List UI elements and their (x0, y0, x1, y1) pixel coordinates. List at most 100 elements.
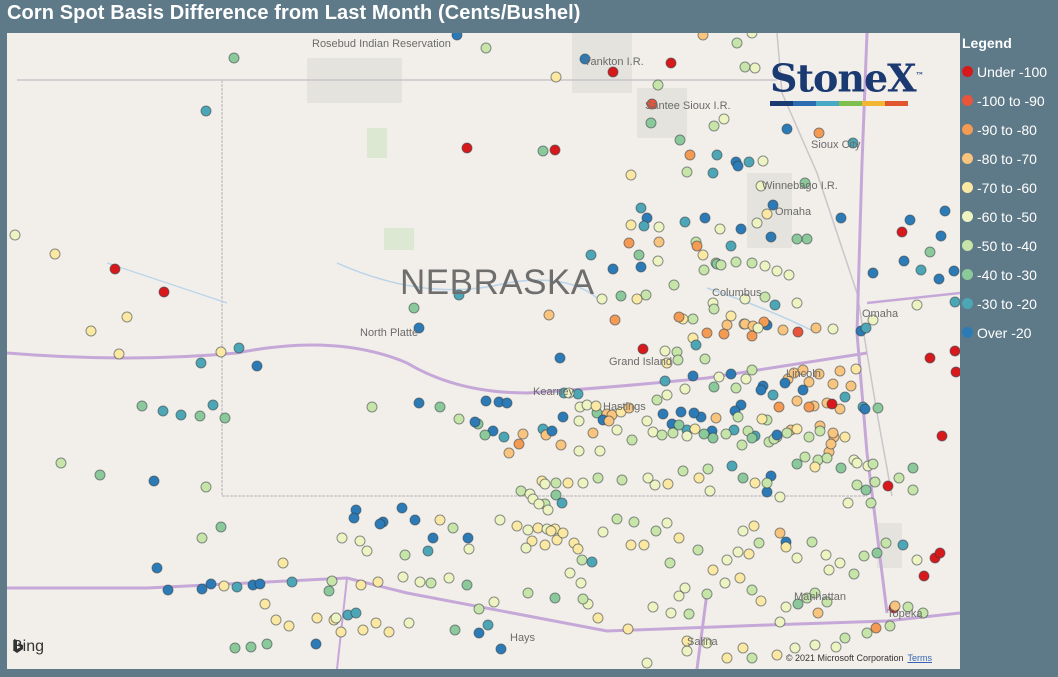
location-marker[interactable] (196, 583, 208, 595)
location-marker[interactable] (550, 71, 562, 83)
location-marker[interactable] (113, 348, 125, 360)
legend-item[interactable]: Over -20 (962, 318, 1058, 347)
location-marker[interactable] (383, 626, 395, 638)
location-marker[interactable] (311, 612, 323, 624)
location-marker[interactable] (948, 265, 960, 277)
location-marker[interactable] (564, 567, 576, 579)
location-marker[interactable] (734, 572, 746, 584)
location-marker[interactable] (659, 345, 671, 357)
location-marker[interactable] (809, 639, 821, 651)
location-marker[interactable] (771, 429, 783, 441)
location-marker[interactable] (662, 478, 674, 490)
location-marker[interactable] (746, 330, 758, 342)
location-marker[interactable] (286, 576, 298, 588)
legend-item[interactable]: Under -100 (962, 57, 1058, 86)
location-marker[interactable] (543, 309, 555, 321)
location-marker[interactable] (679, 216, 691, 228)
location-marker[interactable] (743, 548, 755, 560)
location-marker[interactable] (635, 202, 647, 214)
location-marker[interactable] (326, 575, 338, 587)
location-marker[interactable] (49, 248, 61, 260)
location-marker[interactable] (897, 539, 909, 551)
location-marker[interactable] (480, 42, 492, 54)
location-marker[interactable] (827, 427, 839, 439)
location-marker[interactable] (594, 445, 606, 457)
location-marker[interactable] (757, 155, 769, 167)
location-marker[interactable] (799, 451, 811, 463)
location-marker[interactable] (562, 477, 574, 489)
location-marker[interactable] (674, 134, 686, 146)
location-marker[interactable] (720, 428, 732, 440)
location-marker[interactable] (546, 425, 558, 437)
location-marker[interactable] (765, 231, 777, 243)
location-marker[interactable] (746, 432, 758, 444)
location-marker[interactable] (652, 255, 664, 267)
location-marker[interactable] (683, 608, 695, 620)
location-marker[interactable] (902, 601, 914, 613)
location-marker[interactable] (350, 607, 362, 619)
location-marker[interactable] (607, 263, 619, 275)
location-marker[interactable] (482, 619, 494, 631)
location-marker[interactable] (825, 438, 837, 450)
location-marker[interactable] (701, 327, 713, 339)
location-marker[interactable] (665, 607, 677, 619)
location-marker[interactable] (809, 461, 821, 473)
location-marker[interactable] (821, 452, 833, 464)
location-marker[interactable] (522, 524, 534, 536)
location-marker[interactable] (361, 545, 373, 557)
location-marker[interactable] (396, 502, 408, 514)
location-marker[interactable] (813, 127, 825, 139)
location-marker[interactable] (949, 296, 960, 308)
location-marker[interactable] (480, 395, 492, 407)
location-marker[interactable] (625, 169, 637, 181)
location-marker[interactable] (872, 402, 884, 414)
location-marker[interactable] (774, 527, 786, 539)
location-marker[interactable] (55, 457, 67, 469)
location-marker[interactable] (218, 580, 230, 592)
location-marker[interactable] (677, 465, 689, 477)
location-marker[interactable] (726, 460, 738, 472)
location-marker[interactable] (746, 584, 758, 596)
location-marker[interactable] (813, 368, 825, 380)
location-marker[interactable] (907, 484, 919, 496)
location-marker[interactable] (488, 596, 500, 608)
location-marker[interactable] (870, 622, 882, 634)
location-marker[interactable] (555, 439, 567, 451)
location-marker[interactable] (679, 383, 691, 395)
location-marker[interactable] (718, 113, 730, 125)
location-marker[interactable] (357, 624, 369, 636)
location-marker[interactable] (759, 260, 771, 272)
location-marker[interactable] (783, 269, 795, 281)
location-marker[interactable] (463, 543, 475, 555)
location-marker[interactable] (739, 61, 751, 73)
location-marker[interactable] (323, 585, 335, 597)
location-marker[interactable] (650, 525, 662, 537)
location-marker[interactable] (746, 364, 758, 376)
location-marker[interactable] (681, 430, 693, 442)
location-marker[interactable] (626, 434, 638, 446)
location-marker[interactable] (827, 323, 839, 335)
location-marker[interactable] (623, 402, 635, 414)
location-marker[interactable] (121, 311, 133, 323)
location-marker[interactable] (799, 177, 811, 189)
location-marker[interactable] (414, 576, 426, 588)
location-marker[interactable] (884, 620, 896, 632)
location-marker[interactable] (751, 217, 763, 229)
location-marker[interactable] (348, 512, 360, 524)
map-canvas[interactable]: Rosebud Indian Reservation Yankton I.R. … (7, 33, 960, 669)
location-marker[interactable] (755, 384, 767, 396)
location-marker[interactable] (603, 415, 615, 427)
location-marker[interactable] (867, 458, 879, 470)
location-marker[interactable] (725, 368, 737, 380)
location-marker[interactable] (631, 293, 643, 305)
location-marker[interactable] (936, 430, 948, 442)
location-marker[interactable] (661, 389, 673, 401)
legend-item[interactable]: -50 to -40 (962, 231, 1058, 260)
location-marker[interactable] (859, 403, 871, 415)
location-marker[interactable] (708, 303, 720, 315)
location-marker[interactable] (542, 504, 554, 516)
location-marker[interactable] (792, 598, 804, 610)
location-marker[interactable] (791, 395, 803, 407)
location-marker[interactable] (701, 588, 713, 600)
location-marker[interactable] (730, 382, 742, 394)
